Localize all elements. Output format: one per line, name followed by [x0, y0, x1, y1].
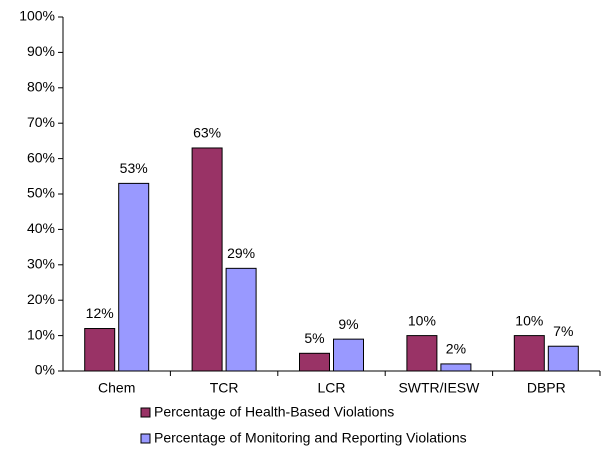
bar [440, 363, 472, 372]
y-tick-label: 80% [27, 79, 55, 95]
bar [84, 328, 116, 372]
y-tick-label: 50% [27, 185, 55, 201]
y-tick-label: 90% [27, 43, 55, 59]
value-label: 9% [338, 316, 358, 332]
x-tick-label: DBPR [527, 380, 566, 396]
legend-label: Percentage of Health-Based Violations [154, 404, 394, 420]
bar [118, 182, 150, 372]
bar [513, 335, 545, 372]
y-tick-label: 60% [27, 149, 55, 165]
y-tick-label: 70% [27, 114, 55, 130]
x-tick-label: LCR [317, 380, 345, 396]
bar [299, 352, 330, 372]
value-label: 2% [446, 341, 466, 357]
value-label: 7% [553, 323, 573, 339]
legend-swatch [140, 433, 151, 444]
bar [333, 338, 364, 372]
value-label: 63% [193, 125, 221, 141]
y-tick-label: 10% [27, 326, 55, 342]
y-tick-label: 20% [27, 291, 55, 307]
x-tick-label: Chem [98, 380, 135, 396]
y-tick-label: 30% [27, 256, 55, 272]
value-label: 10% [515, 312, 543, 328]
x-tick-label: TCR [210, 380, 239, 396]
bar [191, 147, 223, 372]
bar [225, 267, 257, 372]
legend-swatch [140, 407, 151, 418]
value-label: 53% [120, 160, 148, 176]
value-label: 5% [304, 330, 324, 346]
value-label: 10% [408, 312, 436, 328]
x-tick-label: SWTR/IESW [398, 380, 480, 396]
value-label: 12% [86, 305, 114, 321]
bar [406, 335, 438, 372]
bar [547, 345, 579, 372]
y-tick-label: 40% [27, 220, 55, 236]
y-tick-label: 100% [19, 8, 55, 24]
value-label: 29% [227, 245, 255, 261]
y-tick-label: 0% [35, 362, 55, 378]
legend-label: Percentage of Monitoring and Reporting V… [154, 430, 467, 446]
